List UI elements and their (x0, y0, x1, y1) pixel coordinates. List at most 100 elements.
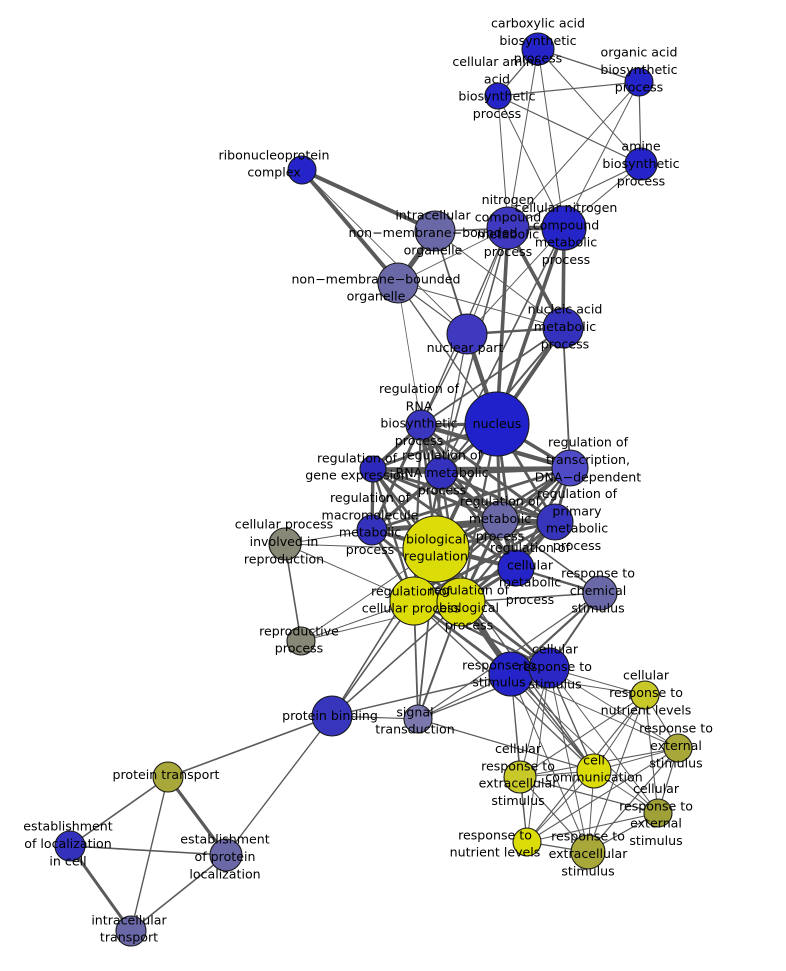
graph-node-response-to-chemical-stimulus[interactable] (582, 575, 618, 611)
graph-node-response-to-external-stimulus[interactable] (663, 733, 693, 763)
graph-node-intracellular-transport[interactable] (115, 915, 147, 947)
graph-node-nitrogen-compound-metabolic-process[interactable] (486, 206, 530, 250)
graph-edge (69, 845, 227, 856)
graph-node-regulation-of-gene-expression[interactable] (359, 455, 387, 483)
graph-node-label-carboxylic-acid-biosynthetic-process: carboxylic acid biosynthetic process (491, 15, 585, 65)
graph-edge (130, 776, 169, 932)
graph-edge (562, 327, 571, 469)
graph-node-amine-biosynthetic-process[interactable] (624, 147, 658, 181)
graph-node-label-cell-communication: cell communication (545, 752, 642, 784)
graph-node-label-regulation-of-macromolecule-metabolic-process: regulation of macromolecule metabolic proce… (322, 489, 419, 556)
graph-node-label-regulation-of-cellular-process: regulation of cellular process (362, 583, 460, 615)
graph-edge (548, 667, 589, 853)
graph-edge (68, 844, 133, 933)
graph-edge (440, 227, 565, 474)
graph-edge (69, 776, 169, 847)
graph-node-ribonucleoprotein-complex[interactable] (287, 155, 317, 185)
graph-node-intracellular-non-membrane-bounded-organelle[interactable] (414, 210, 456, 252)
graph-node-establishment-of-localization-in-cell[interactable] (54, 830, 86, 862)
graph-node-label-cellular-nitrogen-compound-metabolic-process: cellular nitrogen compound metabolic proces… (515, 199, 618, 266)
graph-node-carboxylic-acid-biosynthetic-process[interactable] (521, 32, 555, 66)
graph-node-cellular-amino-acid-biosynthetic-process[interactable] (484, 82, 512, 110)
graph-node-establishment-of-protein-localization[interactable] (209, 838, 243, 872)
graph-node-label-cellular-response-to-stimulus: cellular response to stimulus (518, 641, 592, 691)
graph-node-signal-transduction[interactable] (403, 704, 433, 734)
graph-edge (507, 81, 640, 229)
graph-edge (420, 327, 564, 426)
graph-node-biological-regulation[interactable] (402, 515, 470, 583)
graph-node-label-signal-transduction: signal transduction (375, 704, 454, 736)
graph-edge (439, 471, 557, 524)
graph-node-label-cellular-response-to-nutrient-levels: cellular response to nutrient levels (601, 667, 692, 717)
graph-edge (440, 333, 468, 474)
graph-edge (434, 230, 564, 329)
graph-node-label-protein-transport: protein transport (113, 767, 220, 782)
graph-node-cellular-process-involved-in-reproduction[interactable] (268, 527, 302, 561)
graph-node-protein-transport[interactable] (152, 761, 184, 793)
graph-node-regulation-of-transcription-DNA-dependent[interactable] (551, 449, 589, 487)
graph-node-non-membrane-bounded-organelle[interactable] (377, 262, 419, 304)
graph-edge (301, 169, 468, 335)
graph-node-label-cellular-amino-acid-biosynthetic-process: cellular amino acid biosynthetic process (452, 53, 542, 120)
nodes-layer[interactable] (54, 32, 693, 947)
graph-edge (397, 282, 564, 329)
graph-node-label-response-to-chemical-stimulus: response to chemical stimulus (561, 565, 635, 615)
graph-node-label-regulation-of-cellular-metabolic-process: regulation of cellular metabolic process (490, 539, 571, 606)
graph-node-response-to-nutrient-levels[interactable] (512, 827, 542, 857)
graph-edge (331, 601, 462, 717)
graph-node-cellular-response-to-extracellular-stimulus[interactable] (503, 760, 537, 794)
graph-node-regulation-of-RNA-biosynthetic-process[interactable] (405, 409, 437, 441)
graph-node-protein-binding[interactable] (311, 695, 353, 737)
graph-node-cellular-response-to-external-stimulus[interactable] (643, 798, 673, 828)
graph-node-label-amine-biosynthetic-process: amine biosynthetic process (602, 138, 679, 188)
graph-edge (526, 812, 659, 843)
graph-edge (548, 667, 659, 814)
graph-edge (371, 466, 572, 471)
graph-node-cellular-response-to-nutrient-levels[interactable] (630, 680, 660, 710)
graph-node-label-nucleic-acid-metabolic-process: nucleic acid metabolic process (528, 301, 603, 351)
graph-edge (495, 226, 510, 426)
graph-node-label-intracellular-transport: intracellular transport (91, 912, 167, 944)
graph-node-label-response-to-external-stimulus: response to external stimulus (639, 720, 713, 770)
graph-edge (167, 715, 333, 778)
graph-edge (300, 168, 437, 233)
graph-edge (466, 227, 565, 335)
graph-node-cellular-nitrogen-compound-metabolic-process[interactable] (541, 205, 587, 251)
graph-node-label-regulation-of-RNA-metabolic-process: regulation of RNA metabolic process (395, 447, 488, 497)
graph-edge (519, 776, 659, 814)
graph-node-label-nucleus: nucleus (473, 416, 522, 431)
graph-node-nucleic-acid-metabolic-process[interactable] (542, 307, 584, 349)
graph-node-organic-acid-biosynthetic-process[interactable] (624, 67, 654, 97)
graph-node-regulation-of-biological-process[interactable] (436, 577, 486, 627)
graph-node-cellular-response-to-stimulus[interactable] (528, 647, 570, 689)
labels-layer: carboxylic acid biosynthetic process organi… (23, 15, 713, 944)
graph-node-label-nitrogen-compound-metabolic-process: nitrogen compound metabolic process (475, 191, 542, 258)
graph-edge (563, 81, 640, 229)
graph-node-regulation-of-RNA-metabolic-process[interactable] (424, 456, 458, 490)
graph-node-label-establishment-of-protein-localization: establishment of protein localization (180, 831, 269, 881)
graph-node-regulation-of-metabolic-process[interactable] (481, 501, 519, 539)
graph-edge (331, 673, 512, 717)
graph-node-regulation-of-cellular-metabolic-process[interactable] (497, 549, 535, 587)
graph-node-response-to-extracellular-stimulus[interactable] (570, 834, 606, 870)
graph-node-label-response-to-stimulus: response to stimulus (462, 657, 536, 689)
graph-edge (397, 282, 422, 426)
graph-node-label-regulation-of-biological-process: regulation of biological process (429, 582, 510, 632)
graph-node-nucleus[interactable] (464, 391, 530, 457)
graph-node-label-protein-binding: protein binding (282, 708, 378, 723)
graph-node-label-response-to-extracellular-stimulus: response to extracellular stimulus (549, 828, 629, 878)
graph-node-label-reproductive-process: reproductive process (259, 623, 339, 655)
graph-edge (130, 854, 227, 932)
graph-node-label-organic-acid-biosynthetic-process: organic acid biosynthetic process (600, 44, 677, 94)
graph-node-cell-communication[interactable] (576, 753, 612, 789)
graph-node-nuclear-part[interactable] (446, 313, 488, 355)
graph-edge (510, 673, 679, 749)
graph-node-reproductive-process[interactable] (286, 626, 316, 656)
graph-node-label-cellular-response-to-extracellular-stimulus: cellular response to extracellular stimulus (479, 740, 559, 807)
graph-node-regulation-of-macromolecule-metabolic-process[interactable] (356, 514, 388, 546)
graph-edge (526, 747, 679, 843)
graph-edge (497, 95, 509, 229)
graph-node-regulation-of-primary-metabolic-process[interactable] (536, 503, 574, 541)
